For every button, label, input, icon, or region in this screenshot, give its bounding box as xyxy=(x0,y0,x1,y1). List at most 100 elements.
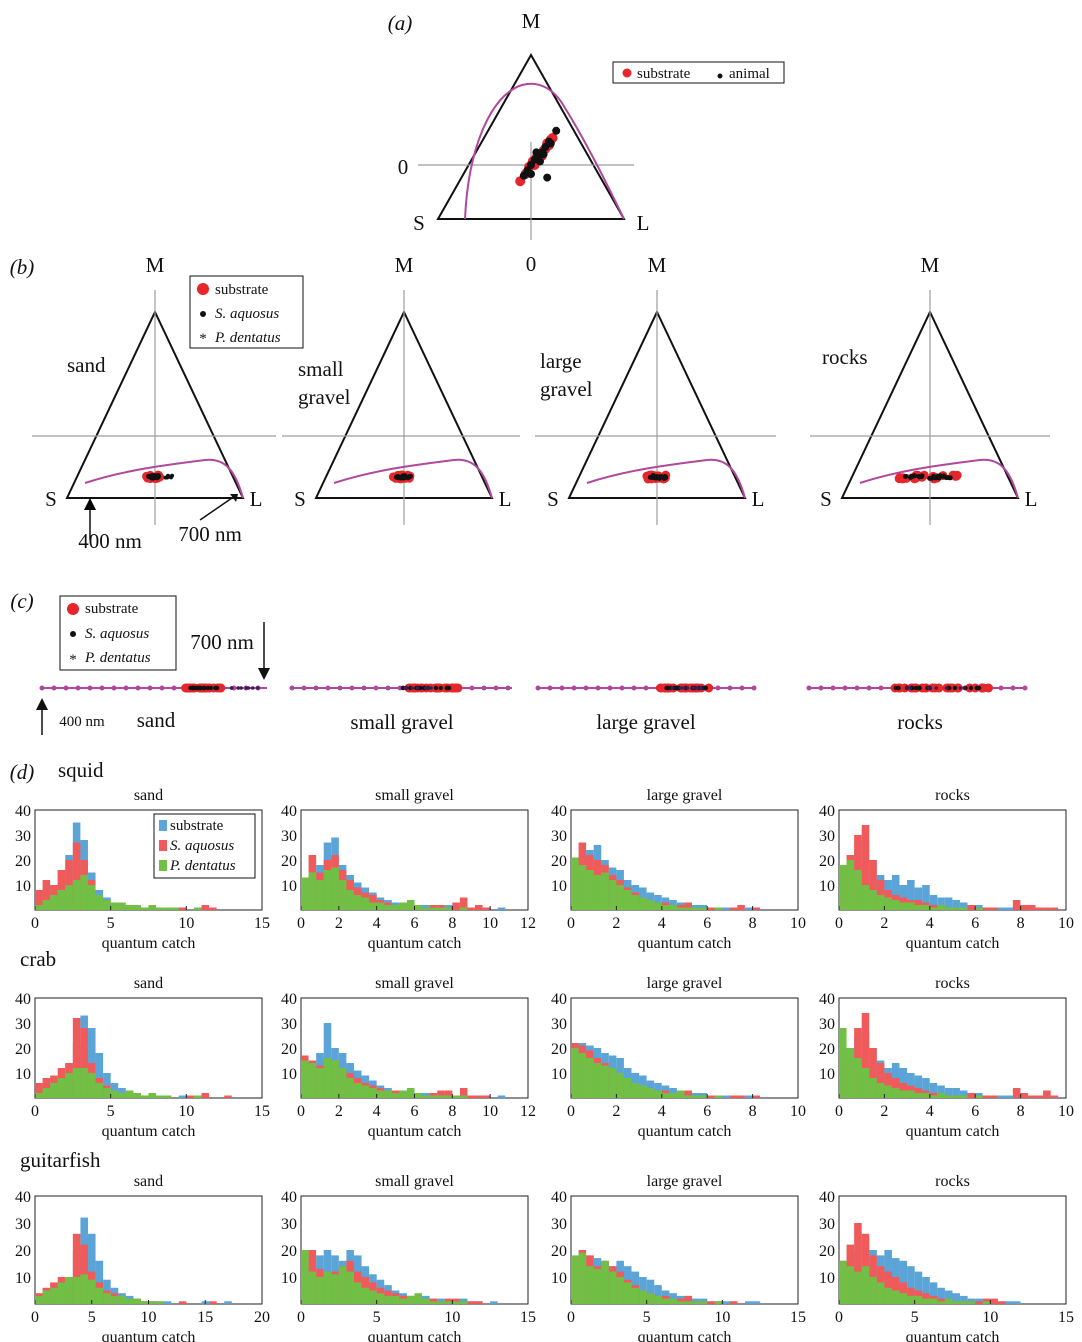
arrow-700-b xyxy=(199,497,233,521)
aquosus-point-c xyxy=(665,685,671,691)
hist-xtick-d: 10 xyxy=(178,915,194,932)
hist-bar-d xyxy=(861,825,870,910)
hist-bar-d xyxy=(929,1282,938,1304)
aquosus-point-b xyxy=(945,475,951,481)
hist-ytick-d: 30 xyxy=(15,1216,31,1233)
hist-bar-d xyxy=(944,1298,953,1304)
hist-xtick-d: 6 xyxy=(703,915,711,932)
legend-label-d: S. aquosus xyxy=(170,838,234,854)
hist-bar-d xyxy=(684,1095,692,1098)
hist-ytick-d: 40 xyxy=(15,803,31,820)
vertex-m-b: M xyxy=(648,253,667,277)
hist-ytick-d: 20 xyxy=(15,853,31,870)
legend-marker-d xyxy=(159,840,167,851)
locus-point-c xyxy=(715,685,721,691)
hist-bar-d xyxy=(869,1048,877,1098)
hist-bar-d xyxy=(497,1095,506,1098)
hist-bar-d xyxy=(676,1301,685,1304)
hist-ytick-d: 10 xyxy=(819,1270,835,1287)
aquosus-point-b xyxy=(661,474,667,480)
hist-bar-d xyxy=(623,1282,632,1304)
hist-ytick-d: 10 xyxy=(15,1270,31,1287)
hist-bar-d xyxy=(839,1028,847,1098)
hist-bar-d xyxy=(646,1279,655,1304)
hist-bar-d xyxy=(346,1078,354,1098)
hist-bar-d xyxy=(744,1095,753,1098)
hist-bar-d xyxy=(118,1295,126,1304)
hist-xtick-d: 6 xyxy=(971,1103,979,1120)
hist-bar-d xyxy=(676,907,685,910)
hist-bar-d xyxy=(384,1295,392,1304)
hist-bar-d xyxy=(57,890,66,910)
hist-bar-d xyxy=(914,1075,923,1098)
hist-bar-d xyxy=(406,1295,415,1304)
hist-bar-d xyxy=(65,885,73,910)
hist-bar-d xyxy=(346,890,354,910)
legend-box-d xyxy=(153,813,256,879)
hist-bar-d xyxy=(369,1088,377,1098)
hist-bar-d xyxy=(163,1095,172,1098)
dentatus-point-c xyxy=(250,686,255,690)
legend-aquosus-label-b: S. aquosus xyxy=(215,306,279,322)
hist-bar-d xyxy=(72,1233,81,1304)
hist-bar-d xyxy=(975,907,983,910)
hist-bar-d xyxy=(459,1095,468,1098)
hist-bar-d xyxy=(578,1252,587,1304)
locus-point-c xyxy=(313,685,319,691)
hist-ytick-d: 10 xyxy=(551,1270,567,1287)
aquosus-point-c xyxy=(208,685,214,691)
hist-xtick-d: 10 xyxy=(141,1309,157,1326)
vertex-s-b: S xyxy=(294,487,306,511)
locus-point-c xyxy=(535,685,541,691)
hist-bar-d xyxy=(414,905,423,910)
arrow-400-head-c xyxy=(36,698,48,710)
substrate-point-c xyxy=(183,683,193,693)
hist-bar-d xyxy=(133,1298,141,1304)
hist-bar-d xyxy=(914,887,923,910)
dentatus-point-c xyxy=(695,686,700,690)
row-label-d: guitarfish xyxy=(20,1148,101,1172)
substrate-point-c xyxy=(979,683,989,693)
vertex-l-b: L xyxy=(752,487,765,511)
dentatus-point-c xyxy=(944,686,949,690)
hist-bar-d xyxy=(178,1095,187,1098)
aquosus-point-c xyxy=(952,685,958,691)
aquosus-point-c xyxy=(703,685,708,691)
hist-bar-d xyxy=(467,1095,476,1098)
hist-ytick-d: 30 xyxy=(551,1016,567,1033)
hist-bar-d xyxy=(891,1088,900,1098)
hist-bar-d xyxy=(684,1295,693,1304)
spectral-locus-b xyxy=(84,458,244,499)
legend-substrate-marker-c xyxy=(67,603,79,615)
hist-xlabel-d: quantum catch xyxy=(368,935,462,952)
hist-bar-d xyxy=(316,880,324,910)
hist-bar-d xyxy=(578,1053,587,1098)
hist-xtick-d: 0 xyxy=(297,1309,305,1326)
vertex-l-a: L xyxy=(637,211,650,235)
hist-xtick-d: 10 xyxy=(444,1309,460,1326)
hist-bar-d xyxy=(608,1271,617,1304)
hist-bar-d xyxy=(593,875,602,910)
hist-bar-d xyxy=(639,1085,647,1098)
hist-bar-d xyxy=(35,905,43,910)
substrate-name-b: gravel xyxy=(298,385,351,409)
hist-ytick-d: 30 xyxy=(819,828,835,845)
hist-bar-d xyxy=(869,1277,877,1304)
hist-xtick-d: 10 xyxy=(790,1103,806,1120)
aquosus-point-b xyxy=(916,473,922,479)
hist-bar-d xyxy=(125,1298,134,1304)
hist-bar-d xyxy=(437,1301,445,1304)
legend-aquosus-marker-b xyxy=(200,311,206,317)
panel-label-a: (a) xyxy=(388,11,413,35)
hist-bar-d xyxy=(846,1266,855,1304)
dentatus-point-b xyxy=(931,473,936,478)
hist-bar-d xyxy=(876,1083,885,1098)
hist-xtick-d: 15 xyxy=(197,1309,213,1326)
hist-bar-d xyxy=(399,902,407,910)
hist-xtick-d: 5 xyxy=(107,1103,115,1120)
locus-point-c xyxy=(493,685,499,691)
hist-bar-d xyxy=(186,1095,194,1098)
hist-ytick-d: 20 xyxy=(15,1041,31,1058)
hist-title-d: large gravel xyxy=(647,975,723,992)
hist-bar-d xyxy=(631,1287,640,1304)
